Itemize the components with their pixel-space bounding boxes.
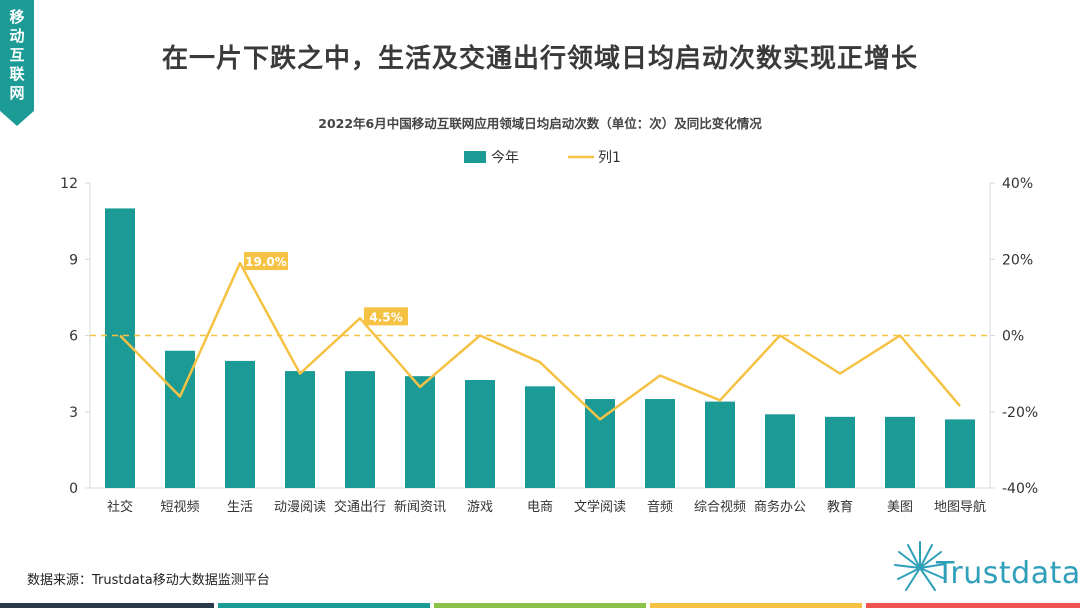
x-tick-label: 交通出行: [334, 499, 386, 515]
y-tick-label-right: 0%: [1002, 329, 1024, 345]
bottom-strip-2: [218, 603, 430, 608]
data-label-生活: 19.0%: [245, 255, 287, 269]
logo-text: Trustdata: [936, 556, 1080, 591]
x-tick-label: 教育: [827, 499, 853, 515]
y-tick-label-right: 20%: [1002, 252, 1033, 268]
bar-游戏: [465, 379, 495, 488]
bar-综合视频: [705, 401, 735, 488]
y-tick-label-right: -40%: [1002, 481, 1038, 497]
bar-社交: [105, 208, 135, 488]
bar-音频: [645, 399, 675, 488]
bar-动漫阅读: [285, 371, 315, 488]
chart-title: 2022年6月中国移动互联网应用领域日均启动次数（单位：次）及同比变化情况: [318, 116, 762, 131]
x-tick-label: 商务办公: [754, 499, 806, 515]
data-source: 数据来源：Trustdata移动大数据监测平台: [27, 573, 270, 588]
y-tick-label-left: 9: [69, 252, 78, 268]
bottom-strip-3: [434, 603, 646, 608]
y-tick-label-left: 3: [69, 405, 78, 421]
x-tick-label: 新闻资讯: [394, 499, 446, 515]
x-tick-label: 音频: [647, 499, 673, 515]
legend-swatch-bar: [464, 151, 486, 163]
legend-label-line: 列1: [598, 150, 621, 166]
page-title: 在一片下跌之中，生活及交通出行领域日均启动次数实现正增长: [161, 44, 918, 74]
bottom-strip-5: [866, 603, 1080, 608]
data-label-bg-交通出行: [364, 307, 408, 326]
bar-电商: [525, 386, 555, 488]
trustdata-logo-icon: [894, 541, 946, 591]
series-line-列1: [119, 261, 961, 421]
x-tick-label: 地图导航: [934, 499, 986, 515]
y-tick-label-right: 40%: [1002, 176, 1033, 192]
x-tick-label: 文学阅读: [574, 499, 626, 515]
bottom-strip-4: [650, 603, 862, 608]
x-tick-label: 社交: [107, 499, 133, 515]
x-tick-label: 生活: [227, 500, 253, 515]
bar-地图导航: [945, 419, 975, 488]
x-tick-label: 动漫阅读: [274, 500, 326, 515]
x-tick-label: 综合视频: [694, 500, 746, 515]
bar-新闻资讯: [405, 376, 435, 488]
legend-label-bar: 今年: [491, 150, 519, 166]
bar-交通出行: [345, 371, 375, 488]
y-tick-label-left: 6: [69, 329, 78, 345]
bar-美图: [885, 416, 915, 488]
corner-tab: [0, 0, 34, 126]
y-tick-label-left: 12: [60, 176, 78, 192]
x-tick-label: 电商: [527, 500, 553, 515]
y-tick-label-left: 0: [69, 481, 78, 497]
x-tick-label: 游戏: [467, 500, 493, 515]
data-label-bg-生活: [244, 252, 288, 271]
bar-文学阅读: [585, 399, 615, 488]
corner-label: 移动互联网: [9, 8, 25, 102]
bar-教育: [825, 416, 855, 488]
bar-生活: [225, 360, 255, 488]
bottom-strip-1: [0, 603, 214, 608]
data-label-交通出行: 4.5%: [369, 310, 402, 324]
y-tick-label-right: -20%: [1002, 405, 1038, 421]
x-tick-label: 美图: [887, 500, 913, 515]
bar-商务办公: [765, 414, 795, 488]
x-tick-label: 短视频: [160, 500, 199, 515]
